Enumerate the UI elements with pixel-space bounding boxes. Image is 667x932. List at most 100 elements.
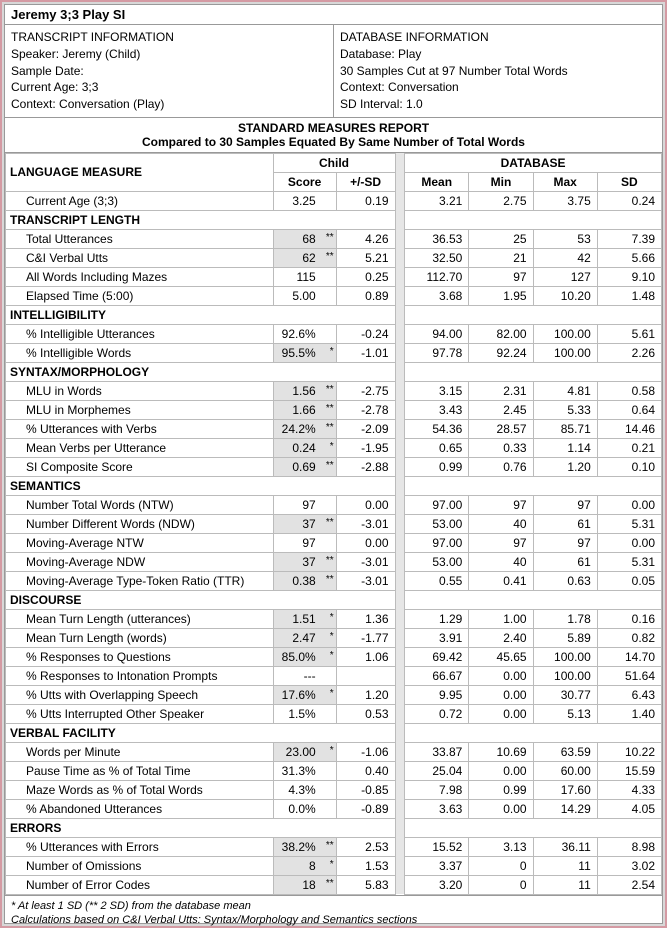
mean-cell: 0.72	[405, 704, 469, 723]
footnote-2: Calculations based on C&I Verbal Utts: S…	[11, 913, 656, 927]
report-header: STANDARD MEASURES REPORT Compared to 30 …	[5, 118, 662, 153]
sd-cell: 0.40	[336, 761, 395, 780]
mean-cell: 3.63	[405, 799, 469, 818]
max-cell: 1.14	[533, 438, 597, 457]
min-cell: 0.33	[469, 438, 533, 457]
min-cell: 82.00	[469, 324, 533, 343]
max-cell: 3.75	[533, 191, 597, 210]
min-cell: 0.76	[469, 457, 533, 476]
mean-cell: 3.68	[405, 286, 469, 305]
measure-cell: Total Utterances	[6, 229, 274, 248]
score-cell: 0.38**	[273, 571, 336, 590]
score-cell: ---	[273, 666, 336, 685]
data-row: Elapsed Time (5:00)5.000.893.681.9510.20…	[6, 286, 662, 305]
data-row: MLU in Words1.56**-2.753.152.314.810.58	[6, 381, 662, 400]
max-cell: 5.13	[533, 704, 597, 723]
score-cell: 3.25	[273, 191, 336, 210]
samples-line: 30 Samples Cut at 97 Number Total Words	[340, 63, 656, 80]
header-min: Min	[469, 172, 533, 191]
header-child: Child	[273, 153, 395, 172]
measure-cell: % Utts Interrupted Other Speaker	[6, 704, 274, 723]
sd-cell: 1.53	[336, 856, 395, 875]
data-row: % Responses to Questions85.0%*1.0669.424…	[6, 647, 662, 666]
min-cell: 21	[469, 248, 533, 267]
sd-cell: -2.78	[336, 400, 395, 419]
category-row: SEMANTICS	[6, 476, 662, 495]
max-cell: 60.00	[533, 761, 597, 780]
data-row: MLU in Morphemes1.66**-2.783.432.455.330…	[6, 400, 662, 419]
min-cell: 25	[469, 229, 533, 248]
max-cell: 97	[533, 495, 597, 514]
score-cell: 37**	[273, 552, 336, 571]
score-cell: 2.47*	[273, 628, 336, 647]
mean-cell: 94.00	[405, 324, 469, 343]
sdc-cell: 1.40	[597, 704, 661, 723]
data-row: Mean Verbs per Utterance0.24*-1.950.650.…	[6, 438, 662, 457]
score-cell: 62**	[273, 248, 336, 267]
mean-cell: 32.50	[405, 248, 469, 267]
data-row: C&I Verbal Utts62**5.2132.5021425.66	[6, 248, 662, 267]
mean-cell: 0.55	[405, 571, 469, 590]
sd-cell: 0.00	[336, 533, 395, 552]
category-name: INTELLIGIBILITY	[6, 305, 396, 324]
sd-cell: -0.85	[336, 780, 395, 799]
measure-cell: All Words Including Mazes	[6, 267, 274, 286]
data-row: Pause Time as % of Total Time31.3%0.4025…	[6, 761, 662, 780]
score-cell: 1.51*	[273, 609, 336, 628]
data-row: Number of Omissions8*1.533.370113.02	[6, 856, 662, 875]
max-cell: 5.89	[533, 628, 597, 647]
max-cell: 36.11	[533, 837, 597, 856]
score-cell: 92.6%	[273, 324, 336, 343]
score-cell: 38.2%**	[273, 837, 336, 856]
header-score: Score	[273, 172, 336, 191]
score-cell: 37**	[273, 514, 336, 533]
sd-cell: 0.19	[336, 191, 395, 210]
sd-cell: 5.21	[336, 248, 395, 267]
measure-cell: % Utterances with Verbs	[6, 419, 274, 438]
min-cell: 10.69	[469, 742, 533, 761]
mean-cell: 15.52	[405, 837, 469, 856]
score-cell: 17.6%*	[273, 685, 336, 704]
score-cell: 18**	[273, 875, 336, 894]
mean-cell: 3.15	[405, 381, 469, 400]
measure-cell: % Intelligible Words	[6, 343, 274, 362]
sd-cell: 1.20	[336, 685, 395, 704]
mean-cell: 54.36	[405, 419, 469, 438]
sd-cell: -0.24	[336, 324, 395, 343]
score-cell: 4.3%	[273, 780, 336, 799]
data-row: Current Age (3;3)3.250.193.212.753.750.2…	[6, 191, 662, 210]
sd-cell: 0.53	[336, 704, 395, 723]
mean-cell: 0.99	[405, 457, 469, 476]
category-name: DISCOURSE	[6, 590, 396, 609]
sdc-cell: 4.05	[597, 799, 661, 818]
score-cell: 23.00*	[273, 742, 336, 761]
category-name: SYNTAX/MORPHOLOGY	[6, 362, 396, 381]
min-cell: 40	[469, 552, 533, 571]
score-cell: 24.2%**	[273, 419, 336, 438]
max-cell: 53	[533, 229, 597, 248]
header-sd: +/-SD	[336, 172, 395, 191]
data-row: Moving-Average NTW970.0097.0097970.00	[6, 533, 662, 552]
mean-cell: 69.42	[405, 647, 469, 666]
sdc-cell: 0.10	[597, 457, 661, 476]
sd-cell: -0.89	[336, 799, 395, 818]
report-title: STANDARD MEASURES REPORT	[8, 121, 659, 135]
sdc-cell: 0.82	[597, 628, 661, 647]
min-cell: 97	[469, 533, 533, 552]
sd-cell: -3.01	[336, 514, 395, 533]
mean-cell: 53.00	[405, 552, 469, 571]
data-row: % Intelligible Utterances92.6%-0.2494.00…	[6, 324, 662, 343]
sd-cell: -2.09	[336, 419, 395, 438]
score-cell: 115	[273, 267, 336, 286]
measure-cell: Number of Error Codes	[6, 875, 274, 894]
max-cell: 1.78	[533, 609, 597, 628]
mean-cell: 9.95	[405, 685, 469, 704]
sd-cell: 0.89	[336, 286, 395, 305]
score-cell: 97	[273, 495, 336, 514]
measure-cell: Elapsed Time (5:00)	[6, 286, 274, 305]
header-sdcol: SD	[597, 172, 661, 191]
sdc-cell: 15.59	[597, 761, 661, 780]
sd-cell: -1.01	[336, 343, 395, 362]
measure-cell: % Utts with Overlapping Speech	[6, 685, 274, 704]
min-cell: 0	[469, 856, 533, 875]
